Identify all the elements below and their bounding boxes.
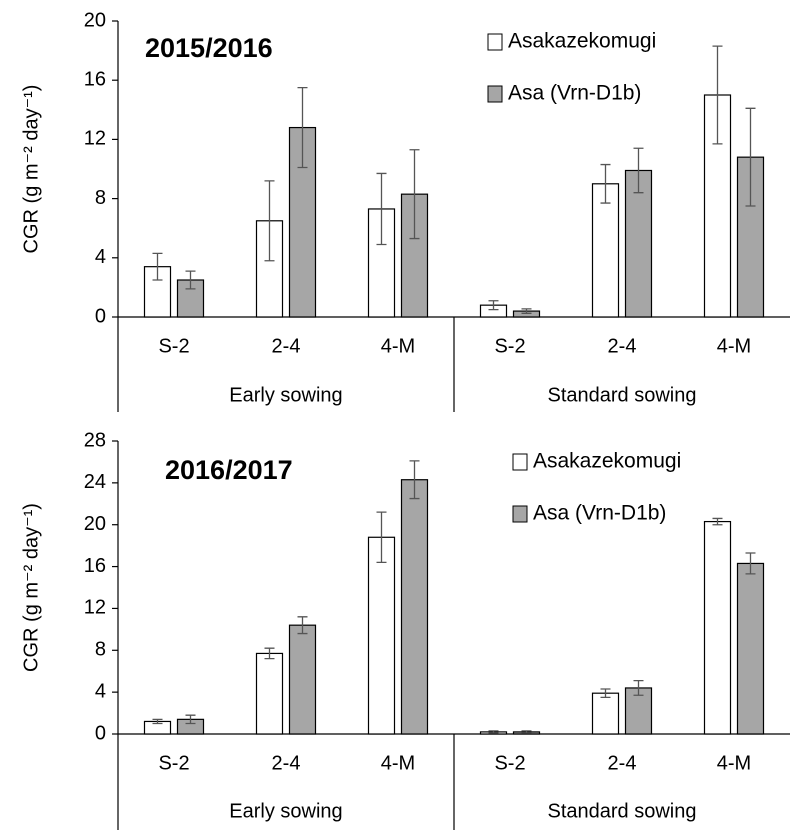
- bar: [624, 169, 653, 318]
- x-tick-label: S-2: [494, 335, 525, 357]
- x-tick-label: 4-M: [381, 752, 415, 774]
- x-tick-label: S-2: [158, 752, 189, 774]
- error-bar: [633, 679, 644, 696]
- x-tick-label: 2-4: [608, 335, 637, 357]
- legend-label: Asa (Vrn-D1b): [533, 502, 666, 525]
- y-tick-label: 8: [95, 639, 106, 661]
- bar: [288, 624, 317, 735]
- legend-swatch: [512, 453, 528, 471]
- x-tick-label: 4-M: [717, 752, 751, 774]
- y-tick-label: 24: [84, 471, 106, 493]
- y-tick-label: 20: [84, 513, 106, 535]
- y-tick-label: 20: [84, 9, 106, 31]
- error-bar: [376, 172, 387, 246]
- error-bar: [633, 147, 644, 194]
- y-tick-label: 12: [84, 597, 106, 619]
- error-bar: [521, 308, 532, 314]
- x-tick-label: S-2: [158, 335, 189, 357]
- y-tick-label: 4: [95, 680, 106, 702]
- y-tick-label: 4: [95, 246, 106, 268]
- y-tick-label: 0: [95, 722, 106, 744]
- y-axis-label: CGR (g m⁻² day⁻¹): [20, 85, 42, 254]
- error-bar: [521, 730, 532, 734]
- bar: [400, 479, 429, 735]
- y-tick-label: 0: [95, 305, 106, 327]
- x-tick-label: S-2: [494, 752, 525, 774]
- bar: [736, 562, 765, 735]
- x-tick-label: 2-4: [272, 752, 301, 774]
- x-tick-label: 4-M: [381, 335, 415, 357]
- error-bar: [264, 180, 275, 262]
- error-bar: [712, 517, 723, 526]
- error-bar: [264, 647, 275, 660]
- error-bar: [712, 45, 723, 145]
- error-bar: [745, 552, 756, 575]
- y-axis-label: CGR (g m⁻² day⁻¹): [20, 503, 42, 672]
- bar: [591, 692, 620, 735]
- error-bar: [600, 688, 611, 699]
- legend-swatch: [487, 85, 503, 103]
- legend-label: Asa (Vrn-D1b): [508, 82, 641, 105]
- error-bar: [600, 163, 611, 204]
- error-bar: [152, 718, 163, 725]
- error-bar: [297, 616, 308, 635]
- legend-swatch: [487, 33, 503, 51]
- error-bar: [409, 149, 420, 240]
- x-tick-label: 2-4: [608, 752, 637, 774]
- error-bar: [185, 714, 196, 725]
- error-bar: [745, 107, 756, 207]
- bar: [367, 536, 396, 735]
- error-bar: [488, 730, 499, 734]
- legend-label: Asakazekomugi: [508, 30, 656, 53]
- y-tick-label: 16: [84, 555, 106, 577]
- error-bar: [376, 511, 387, 564]
- error-bar: [152, 252, 163, 281]
- chart-title: 2016/2017: [165, 455, 293, 485]
- bar: [703, 520, 732, 735]
- y-tick-label: 12: [84, 128, 106, 150]
- error-bar: [297, 86, 308, 169]
- x-tick-label: 2-4: [272, 335, 301, 357]
- error-bar: [409, 460, 420, 500]
- group-label: Standard sowing: [548, 384, 697, 406]
- chart-title: 2015/2016: [145, 33, 273, 63]
- group-label: Early sowing: [229, 800, 342, 822]
- y-tick-label: 8: [95, 187, 106, 209]
- bar: [591, 183, 620, 318]
- y-tick-label: 16: [84, 68, 106, 90]
- legend-label: Asakazekomugi: [533, 450, 681, 473]
- error-bar: [185, 270, 196, 290]
- y-tick-label: 28: [84, 429, 106, 451]
- legend-swatch: [512, 505, 528, 523]
- error-bar: [488, 300, 499, 311]
- group-label: Standard sowing: [548, 800, 697, 822]
- group-label: Early sowing: [229, 384, 342, 406]
- bar: [255, 652, 284, 735]
- x-tick-label: 4-M: [717, 335, 751, 357]
